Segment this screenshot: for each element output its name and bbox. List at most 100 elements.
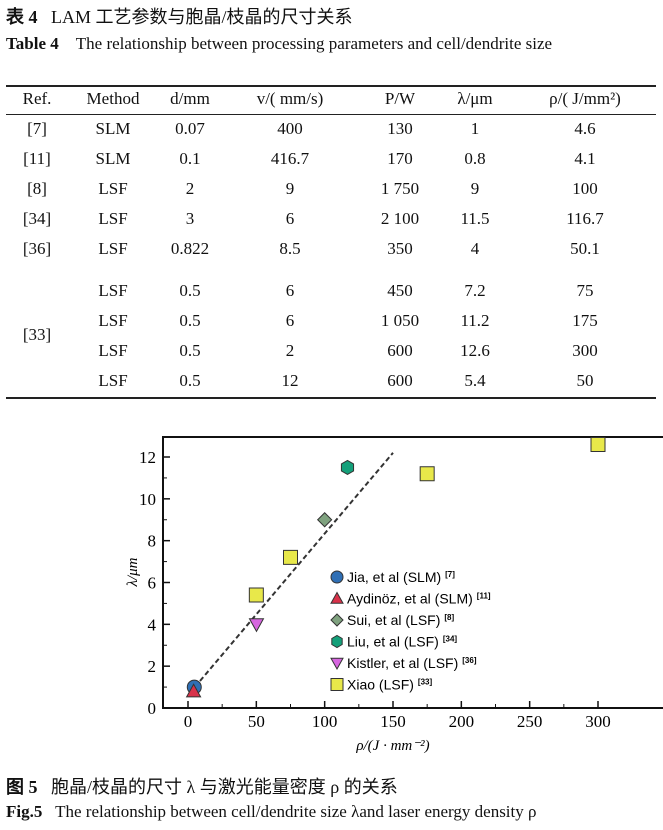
table-label-cn: 表 4: [6, 7, 38, 27]
legend-label: Xiao (LSF): [347, 677, 414, 693]
x-tick-label: 50: [248, 712, 265, 731]
legend-marker-hexagon: [331, 634, 343, 649]
ref-cell: [11]: [23, 149, 51, 168]
table-cell: 6: [285, 281, 295, 300]
table-cell: 600: [387, 371, 413, 390]
ref-cell: [34]: [22, 209, 52, 228]
table-cell: 50.1: [570, 239, 600, 258]
table-top-rule: [6, 85, 656, 87]
figure-title-cn: 胞晶/枝晶的尺寸 λ 与激光能量密度 ρ 的关系: [51, 777, 398, 797]
figure-label-cn: 图 5: [6, 777, 38, 797]
table-cell: 11.5: [460, 209, 490, 228]
x-tick-label: 150: [380, 712, 406, 731]
table-caption-cn: 表 4 LAM 工艺参数与胞晶/枝晶的尺寸关系: [6, 3, 353, 29]
figure-label-en: Fig.5: [6, 802, 43, 821]
table-cell: 3: [185, 209, 195, 228]
table-cell: 130: [387, 119, 413, 138]
table-cell: 4.6: [574, 119, 596, 138]
table-cell: 175: [572, 311, 598, 330]
ref-cell: [36]: [22, 239, 52, 258]
table-cell: 0.1: [179, 149, 201, 168]
x-axis-label: ρ/(J · mm⁻²): [355, 738, 429, 754]
table-title-en: The relationship between processing para…: [75, 34, 553, 53]
table-cell: 12.6: [460, 341, 490, 360]
legend-label: Sui, et al (LSF): [347, 612, 440, 628]
x-tick-label: 100: [312, 712, 338, 731]
data-point-triangle-up: [185, 683, 202, 698]
column-header: λ/μm: [457, 89, 493, 108]
y-tick-label: 4: [148, 615, 157, 634]
y-tick-label: 8: [148, 532, 157, 551]
legend-ref: [7]: [445, 570, 455, 579]
x-tick-label: 200: [449, 712, 475, 731]
data-point-square: [590, 436, 606, 452]
column-header: P/W: [384, 89, 416, 108]
table-cell: 2: [285, 341, 295, 360]
table-cell: 0.5: [179, 311, 201, 330]
table-cell: 1 750: [380, 179, 420, 198]
table-cell: LSF: [98, 179, 128, 198]
table-cell: 4.1: [574, 149, 596, 168]
figure-title-en: The relationship between cell/dendrite s…: [55, 802, 537, 821]
table-cell: 400: [277, 119, 303, 138]
legend-entry: Aydinöz, et al (SLM) [11]: [347, 591, 491, 607]
legend-ref: [11]: [477, 592, 491, 601]
table-cell: 0.5: [179, 371, 201, 390]
table-bottom-rule: [6, 397, 656, 399]
legend-entry: Xiao (LSF) [33]: [347, 677, 432, 693]
table-cell: 0.8: [464, 149, 486, 168]
table-cell: 75: [576, 281, 594, 300]
scatter-chart: 0 50 100 150 200 250 300 0 2 4 6 8 10 12 ρ/(J · mm⁻²) λ…: [125, 436, 663, 754]
table-cell: 0.07: [175, 119, 205, 138]
data-point-square: [283, 549, 298, 565]
legend-label: Jia, et al (SLM): [347, 569, 441, 585]
legend-entry: Sui, et al (LSF) [8]: [347, 612, 454, 628]
legend-ref: [34]: [443, 635, 458, 644]
legend-entry: Kistler, et al (LSF) [36]: [347, 655, 477, 671]
legend-label: Liu, et al (LSF): [347, 634, 439, 650]
table-cell: 7.2: [464, 281, 486, 300]
y-axis-label: λ/μm: [125, 557, 141, 587]
data-point-triangle-down: [248, 618, 265, 633]
legend-marker-square: [330, 678, 344, 691]
table-cell: LSF: [98, 371, 128, 390]
x-tick-label: 250: [517, 712, 543, 731]
column-header: d/mm: [170, 89, 210, 108]
table-cell: 8.5: [279, 239, 301, 258]
table-cell: LSF: [98, 341, 128, 360]
table-cell: 0.822: [170, 239, 210, 258]
table-cell: 1 050: [380, 311, 420, 330]
table-cell: 2 100: [380, 209, 420, 228]
table-cell: 12: [281, 371, 299, 390]
y-tick-label: 12: [139, 448, 156, 467]
table-cell: 0.5: [179, 281, 201, 300]
table-cell: 9: [470, 179, 480, 198]
y-tick-label: 2: [148, 657, 157, 676]
legend-entry: Liu, et al (LSF) [34]: [347, 634, 457, 650]
y-tick-label: 10: [139, 490, 156, 509]
table-cell: 0.5: [179, 341, 201, 360]
trendline: [194, 452, 394, 688]
column-header: Method: [86, 89, 140, 108]
table-cell: 6: [285, 209, 295, 228]
table-cell: 50: [576, 371, 594, 390]
table-cell: 450: [387, 281, 413, 300]
table-cell: 170: [387, 149, 413, 168]
table-cell: 11.2: [460, 311, 490, 330]
data-point-diamond: [316, 512, 333, 528]
table-cell: 1: [470, 119, 480, 138]
legend-marker-triangle-down: [330, 657, 344, 671]
column-header: Ref.: [22, 89, 52, 108]
table-title-cn: LAM 工艺参数与胞晶/枝晶的尺寸关系: [51, 7, 353, 27]
legend-ref: [36]: [462, 656, 477, 665]
data-point-square: [248, 587, 264, 603]
table-cell: 350: [387, 239, 413, 258]
table-cell: 100: [572, 179, 598, 198]
data-point-hexagon: [340, 459, 355, 476]
table-cell: SLM: [95, 149, 131, 168]
table-cell: LSF: [98, 209, 128, 228]
y-tick-label: 6: [148, 574, 157, 593]
table-cell: LSF: [98, 311, 128, 330]
table-cell: SLM: [95, 119, 131, 138]
legend-marker-circle: [330, 570, 344, 584]
